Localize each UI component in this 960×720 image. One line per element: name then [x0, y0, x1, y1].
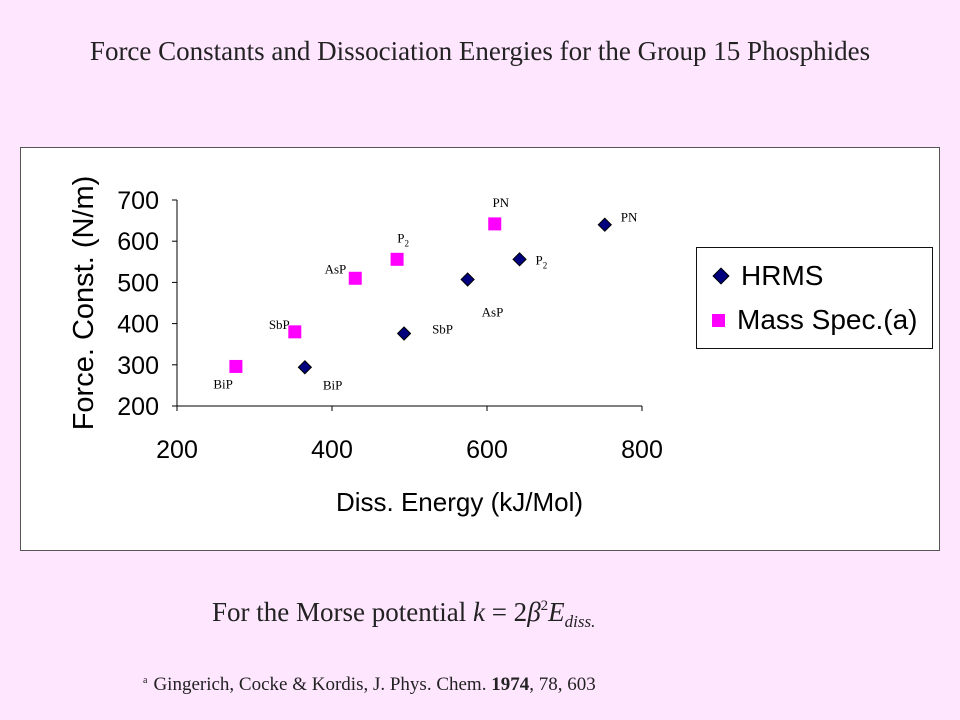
hrms-point	[512, 252, 527, 267]
legend-label-hrms: HRMS	[741, 260, 824, 291]
reference-authors: Gingerich, Cocke & Kordis, J. Phys. Chem…	[153, 674, 492, 695]
hrms-point	[396, 326, 412, 341]
formula-prefix: For the Morse potential	[212, 597, 473, 627]
formula-k: k	[472, 597, 485, 627]
legend-item-hrms: HRMS	[712, 258, 823, 294]
y-tick-label: 700	[117, 187, 159, 215]
mass-spec-point	[229, 359, 243, 373]
reference-marker: a	[143, 675, 148, 686]
x-tick-label: 200	[156, 436, 198, 464]
morse-formula: For the Morse potential k = 2β2Ediss.	[212, 597, 596, 631]
square-marker-icon	[712, 313, 725, 327]
x-tick-label: 800	[621, 436, 663, 464]
diamond-marker-icon	[712, 267, 730, 285]
formula-beta: β	[527, 597, 541, 627]
point-label: AsP	[482, 305, 504, 320]
hrms-point	[460, 272, 475, 287]
point-label: P2	[397, 230, 409, 248]
hrms-point	[297, 360, 313, 375]
mass-spec-point	[348, 271, 362, 285]
formula-e: E	[548, 597, 565, 627]
point-label: SbP	[432, 321, 453, 336]
slide-title: Force Constants and Dissociation Energie…	[89, 36, 871, 66]
legend-item-mass-spec: Mass Spec.(a)	[712, 302, 918, 338]
legend-label-mass-spec: Mass Spec.(a)	[737, 304, 918, 335]
point-label: BiP	[323, 377, 343, 392]
point-label: P2	[536, 252, 548, 270]
y-tick-label: 400	[117, 311, 159, 339]
mass-spec-point	[288, 325, 302, 339]
x-tick-label: 600	[466, 436, 508, 464]
hrms-point	[597, 217, 613, 232]
point-label: AsP	[325, 261, 347, 276]
mass-spec-point	[488, 217, 502, 231]
chart-frame: 200 300 400 500 600 700 200 400 600 800 Diss. Ener…	[20, 147, 940, 551]
y-tick-label: 300	[117, 352, 159, 380]
point-label: PN	[492, 195, 509, 210]
point-label: SbP	[269, 317, 290, 332]
legend: HRMS Mass Spec.(a)	[696, 247, 933, 349]
formula-exponent: 2	[540, 598, 549, 614]
y-tick-label: 600	[117, 228, 159, 256]
y-tick-label: 200	[117, 393, 159, 421]
reference-year: 1974	[491, 674, 530, 695]
formula-subscript: diss.	[564, 612, 596, 631]
x-tick-label: 400	[311, 436, 353, 464]
y-axis-title: Force. Const. (N/m)	[68, 176, 100, 431]
point-label: PN	[621, 210, 638, 225]
point-label: BiP	[213, 376, 233, 391]
scatter-chart: 200 300 400 500 600 700 200 400 600 800 Diss. Ener…	[68, 176, 663, 517]
x-axis-title: Diss. Energy (kJ/Mol)	[336, 487, 583, 517]
formula-equals: = 2	[484, 597, 528, 627]
reference-rest: , 78, 603	[529, 674, 596, 695]
reference: a Gingerich, Cocke & Kordis, J. Phys. Che…	[143, 674, 596, 696]
mass-spec-point	[390, 252, 404, 266]
y-tick-label: 500	[117, 269, 159, 297]
